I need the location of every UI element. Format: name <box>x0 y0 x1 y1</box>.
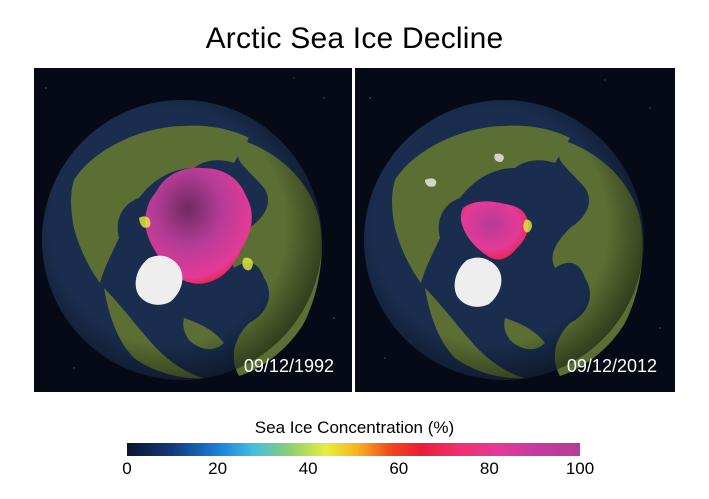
globe-shading <box>42 100 322 380</box>
globe-2012 <box>364 79 661 380</box>
star-field <box>45 77 335 369</box>
legend-tick-100: 100 <box>565 459 595 478</box>
legend-tick-20: 20 <box>208 459 228 478</box>
legend-tick-60: 60 <box>389 459 409 478</box>
globe-shading <box>364 100 644 380</box>
legend-tick-80: 80 <box>479 459 499 478</box>
color-bar <box>127 443 580 456</box>
map-title: Arctic Sea Ice Decline <box>205 22 504 55</box>
map-panel-2012: 09/12/2012 <box>355 68 675 392</box>
legend-tick-0: 0 <box>122 459 132 478</box>
date-label-1992: 09/12/1992 <box>243 356 334 376</box>
legend-title: Sea Ice Concentration (%) <box>254 418 455 437</box>
map-panel-1992: 09/12/1992 <box>34 68 352 392</box>
legend-tick-40: 40 <box>298 459 318 478</box>
date-label-2012: 09/12/2012 <box>566 356 657 376</box>
globe-1992 <box>42 77 335 380</box>
